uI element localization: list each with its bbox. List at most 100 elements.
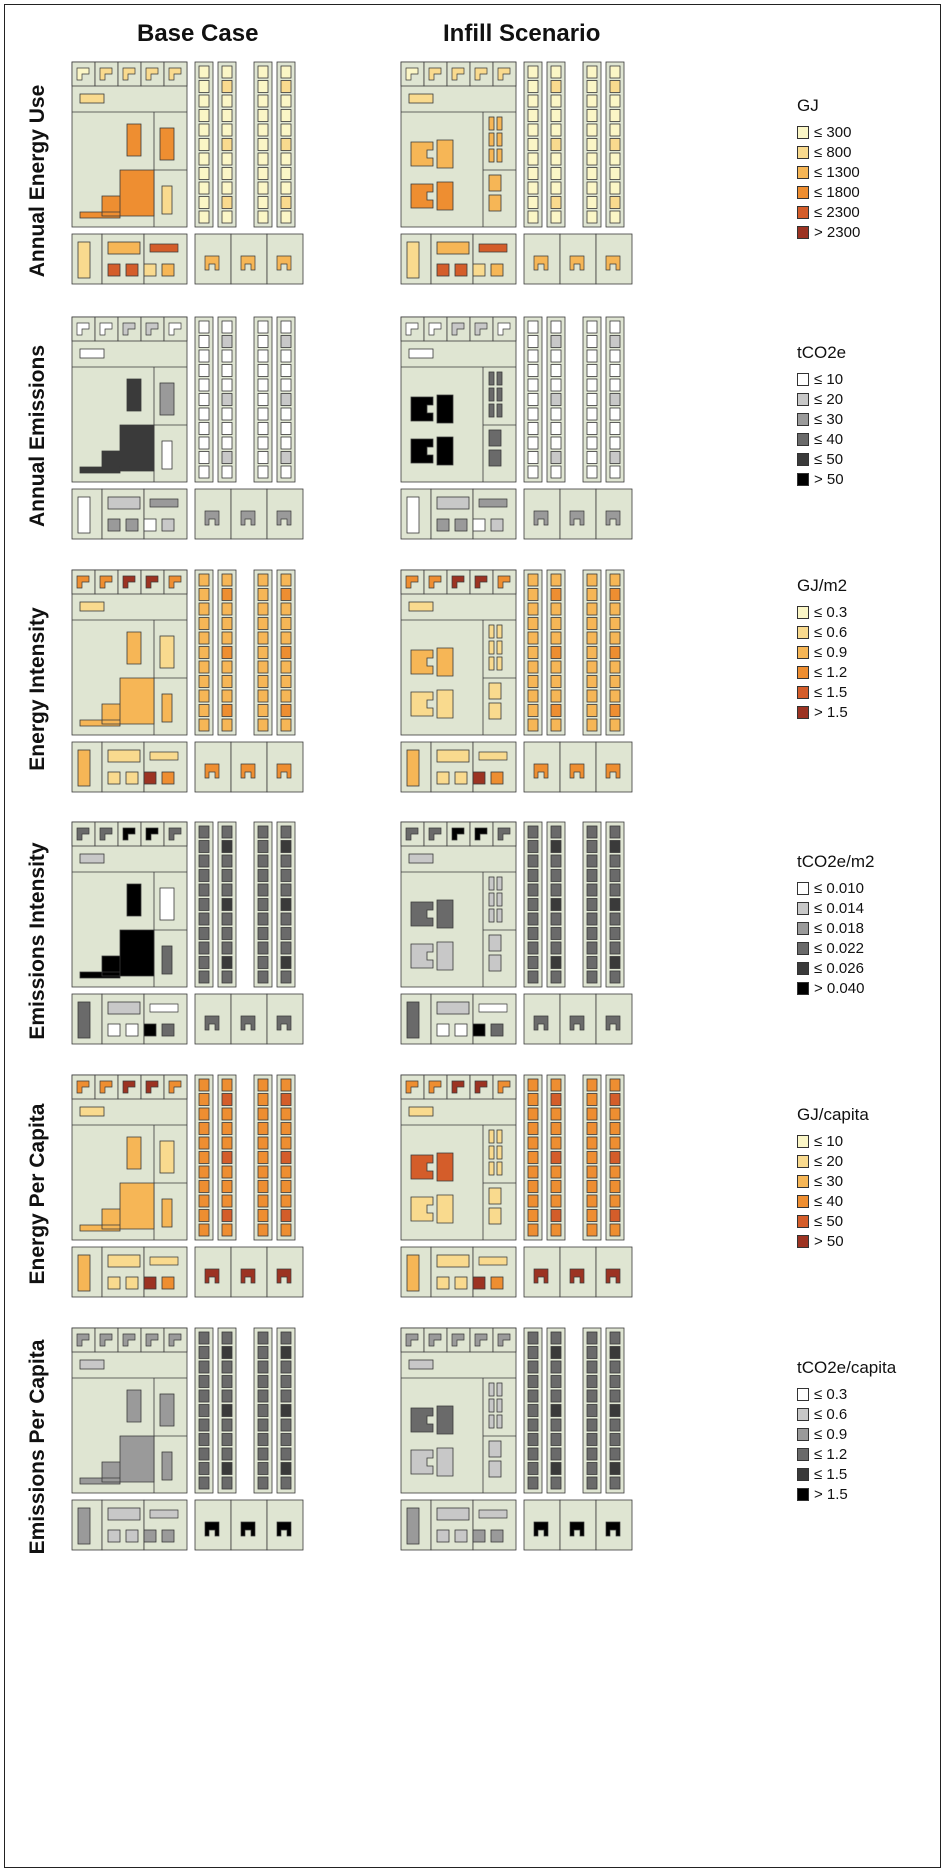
strip-unit-0-10 [527,210,539,224]
strip-unit-3-10 [280,1223,292,1237]
strip-unit-0-9 [527,704,539,717]
strip-unit-1-2 [550,349,562,363]
strip-unit-1-6 [550,660,562,674]
strip-unit-0-1 [527,1346,539,1359]
strip-unit-3-1 [609,80,621,93]
building-column [159,1140,175,1174]
strip-unit-2-1 [257,335,269,348]
building-top-2 [451,1080,465,1094]
building-bottom-row-3 [161,1276,175,1290]
strip-unit-0-8 [527,436,539,450]
building-top-2 [122,1080,136,1094]
strip-unit-1-0 [221,320,233,334]
strip-unit-0-0 [527,825,539,839]
building-br-2 [276,1268,292,1284]
strip-unit-2-10 [586,1476,598,1490]
strip-unit-1-2 [221,349,233,363]
building-small [161,185,173,215]
legend-label: ≤ 1.5 [814,1465,848,1483]
parcel-bottom-2 [472,741,517,793]
strip-unit-2-1 [257,588,269,601]
legend-swatch [797,1467,809,1481]
building-l-shape [79,631,155,727]
legend-item: ≤ 30 [797,1171,869,1191]
building-br-0 [533,1521,549,1537]
building-bottom-row-2 [472,1023,486,1037]
strip-unit-0-8 [527,689,539,703]
strip-unit-1-3 [221,1375,233,1388]
strip-unit-2-10 [257,465,269,479]
strip-unit-2-7 [257,927,269,940]
building-bottom-row-3 [161,263,175,277]
strip-unit-3-2 [280,94,292,108]
infill-strip-b-2 [496,1414,503,1429]
legend: GJ ≤ 300 ≤ 800 ≤ 1300 ≤ 1800 ≤ 2300 > 2300 [797,96,860,242]
legend-swatch [797,225,809,239]
building-top-2 [122,67,136,81]
strip-unit-3-8 [609,436,621,450]
building-top-0 [76,1333,90,1347]
strip-unit-0-8 [198,1194,210,1208]
strip-unit-3-4 [280,883,292,897]
building-br-0 [533,1015,549,1031]
strip-unit-3-3 [609,364,621,377]
legend-item: ≤ 10 [797,369,846,389]
strip-unit-3-0 [609,1078,621,1092]
strip-unit-2-1 [586,840,598,853]
strip-unit-3-3 [280,1122,292,1135]
strip-unit-0-7 [198,1433,210,1446]
legend-swatch [797,1154,809,1168]
building-bottom-0 [406,1507,420,1545]
strip-unit-1-7 [550,422,562,435]
legend-swatch [797,1234,809,1248]
strip-unit-2-9 [257,1462,269,1475]
parcel-bottom-2 [472,1246,517,1298]
strip-unit-0-6 [198,152,210,166]
building-bottom-row-1 [125,518,139,532]
building-br-2 [605,255,621,271]
legend-swatch [797,1407,809,1421]
legend-swatch [797,901,809,915]
building-bottom-row-2 [143,1529,157,1543]
strip-unit-1-4 [221,1389,233,1403]
strip-unit-3-3 [280,109,292,122]
strip-unit-0-5 [198,138,210,151]
strip-unit-2-2 [586,1107,598,1121]
parcel-bottom-1 [430,993,474,1045]
infill-strip-b-0 [496,116,503,131]
legend-item: ≤ 2300 [797,202,860,222]
building-bottom-2 [149,1003,179,1013]
strip-unit-0-10 [198,1476,210,1490]
building-wide [79,93,105,104]
strip-unit-0-5 [198,646,210,659]
infill-block-1 [488,1207,502,1225]
strip-unit-0-7 [198,927,210,940]
building-bottom-row-2 [472,263,486,277]
strip-unit-1-9 [221,451,233,464]
infill-block-1 [488,702,502,720]
strip-unit-0-0 [198,320,210,334]
strip-unit-2-2 [257,1107,269,1121]
building-top-0 [76,827,90,841]
legend-item: > 0.040 [797,978,874,998]
legend-item: ≤ 1300 [797,162,860,182]
strip-unit-2-2 [586,94,598,108]
strip-unit-2-6 [257,152,269,166]
strip-unit-3-0 [280,1331,292,1345]
strip-unit-2-3 [586,1122,598,1135]
strip-unit-2-1 [257,840,269,853]
strip-unit-3-5 [280,898,292,911]
legend-label: ≤ 20 [814,1152,844,1170]
strip-unit-1-8 [550,181,562,195]
building-top-4 [497,67,511,81]
legend-item: ≤ 1.2 [797,1444,896,1464]
strip-unit-1-7 [221,927,233,940]
strip-unit-1-5 [221,138,233,151]
strip-unit-2-4 [586,123,598,137]
strip-unit-0-5 [198,1404,210,1417]
strip-unit-1-9 [221,1462,233,1475]
strip-unit-2-4 [257,378,269,392]
strip-unit-1-6 [550,912,562,926]
strip-unit-3-8 [609,1194,621,1208]
strip-unit-3-8 [280,181,292,195]
